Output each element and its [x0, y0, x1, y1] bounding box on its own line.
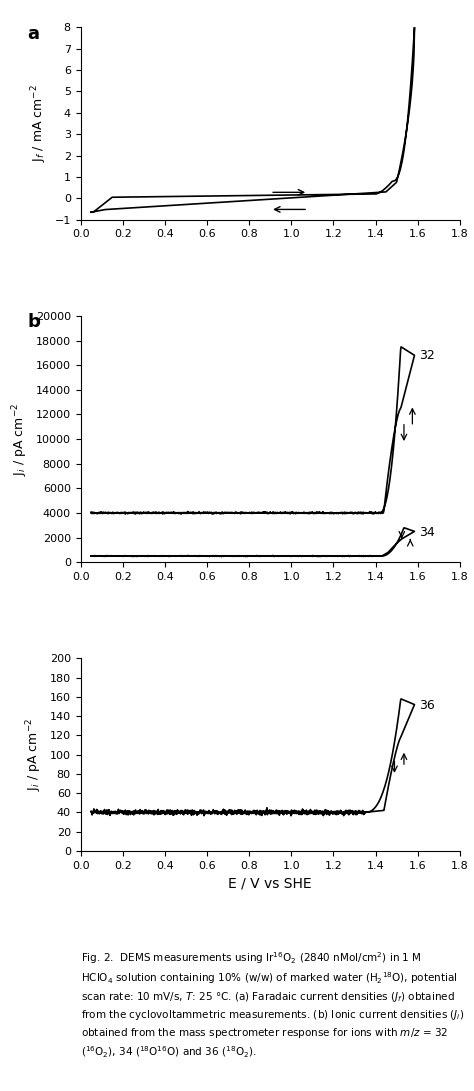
Y-axis label: J$_f$ / mA cm$^{-2}$: J$_f$ / mA cm$^{-2}$	[29, 85, 49, 163]
Y-axis label: J$_i$ / pA cm$^{-2}$: J$_i$ / pA cm$^{-2}$	[10, 403, 30, 476]
Text: Fig. 2.  DEMS measurements using Ir$^{16}$O$_2$ (2840 nMol/cm$^2$) in 1 M
HClO$_: Fig. 2. DEMS measurements using Ir$^{16}…	[81, 950, 464, 1060]
Y-axis label: J$_i$ / pA cm$^{-2}$: J$_i$ / pA cm$^{-2}$	[25, 718, 44, 791]
Text: 34: 34	[419, 527, 435, 539]
Text: a: a	[27, 25, 39, 44]
X-axis label: E / V vs SHE: E / V vs SHE	[228, 876, 312, 890]
Text: b: b	[27, 313, 40, 332]
Text: 36: 36	[419, 699, 435, 711]
Text: 32: 32	[419, 349, 435, 362]
